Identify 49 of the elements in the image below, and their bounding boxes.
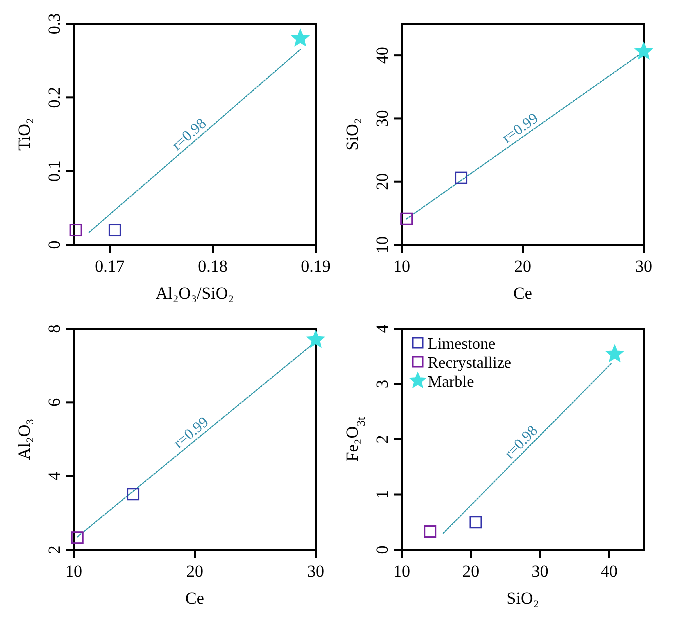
y-tick-label: 0 xyxy=(45,240,64,250)
y-tick-label: 0.2 xyxy=(45,87,64,108)
x-tick-label: 10 xyxy=(394,257,410,276)
point xyxy=(455,172,468,184)
y-tick-label: 4 xyxy=(45,472,64,481)
x-tick-label: 0.18 xyxy=(198,257,228,276)
y-tick-label: 2 xyxy=(45,546,64,554)
point xyxy=(606,345,624,362)
x-axis-title: Al₂O₃/SiO₂ xyxy=(156,284,234,303)
y-tick-label: 20 xyxy=(373,173,392,190)
x-tick-label: 40 xyxy=(600,562,618,581)
x-axis-title: Ce xyxy=(514,284,532,303)
y-tick-label: 6 xyxy=(45,398,64,407)
y-tick-label: 40 xyxy=(373,47,392,64)
point xyxy=(470,516,482,529)
point xyxy=(127,488,140,501)
x-tick-label: 0.19 xyxy=(301,257,331,276)
y-tick-label: 8 xyxy=(45,324,64,334)
y-tick-label: 0 xyxy=(373,546,392,554)
x-tick-label: 20 xyxy=(186,562,204,581)
x-tick-label: 0.17 xyxy=(95,257,126,276)
x-tick-label: 10 xyxy=(394,562,410,581)
y-tick-label: 0.3 xyxy=(45,13,64,35)
y-axis-title: Al₂O₃ xyxy=(15,418,34,460)
point xyxy=(424,526,437,538)
y-tick-label: 0.1 xyxy=(45,160,64,182)
legend-label: Recrystallize xyxy=(428,355,512,372)
y-tick-label: 10 xyxy=(373,236,392,254)
point xyxy=(400,212,414,226)
point xyxy=(307,330,325,348)
legend-label: Limestone xyxy=(428,336,496,353)
x-axis-title: Ce xyxy=(186,589,204,608)
x-tick-label: 10 xyxy=(66,562,82,581)
y-axis-title: TiO₂ xyxy=(15,118,34,151)
x-tick-label: 30 xyxy=(532,562,549,581)
y-tick-label: 2 xyxy=(373,435,392,444)
point xyxy=(635,42,653,60)
x-tick-label: 30 xyxy=(308,562,324,581)
y-tick-label: 4 xyxy=(373,324,392,334)
x-axis-title: SiO₂ xyxy=(506,589,540,608)
y-tick-label: 1 xyxy=(373,490,392,499)
x-tick-label: 30 xyxy=(636,257,652,276)
x-tick-label: 20 xyxy=(514,257,532,276)
y-tick-label: 3 xyxy=(373,380,392,388)
point xyxy=(71,532,84,544)
x-tick-label: 20 xyxy=(462,562,480,581)
y-axis-title: SiO₂ xyxy=(343,118,362,151)
legend-label: Marble xyxy=(428,374,474,391)
y-tick-label: 30 xyxy=(373,110,392,128)
